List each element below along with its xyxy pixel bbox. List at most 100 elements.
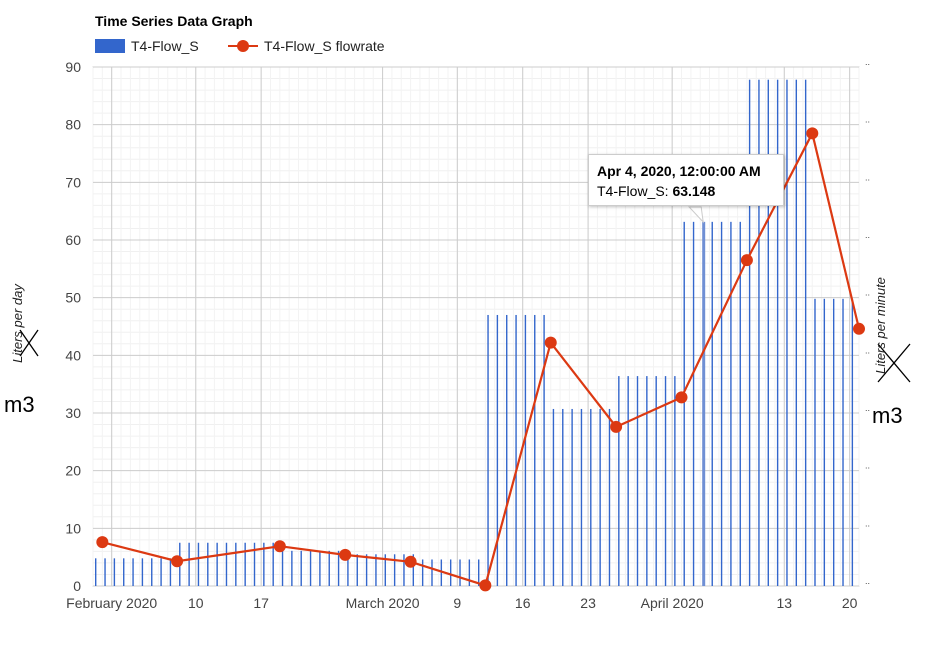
- flowrate-point: [96, 536, 109, 549]
- bar: [655, 376, 657, 586]
- y-tick-label: 90: [65, 59, 81, 75]
- x-tick-label: 13: [776, 595, 792, 611]
- bar: [225, 542, 228, 586]
- bar: [842, 298, 844, 586]
- tooltip-pointer: [688, 206, 704, 224]
- bar: [104, 558, 106, 586]
- bar: [253, 542, 256, 586]
- y-tick-label: 20: [65, 463, 81, 479]
- bar: [403, 554, 405, 586]
- flowrate-point: [853, 322, 865, 335]
- y-axis-unit-right: m3: [872, 403, 903, 428]
- x-tick-label: February 2020: [66, 595, 157, 611]
- bar: [758, 79, 760, 586]
- strike-right: [877, 343, 911, 383]
- y-right-tick-label: ..: [865, 115, 870, 125]
- bar: [235, 542, 237, 586]
- bar: [337, 550, 340, 586]
- chart-title: Time Series Data Graph: [95, 13, 253, 29]
- flowrate-point: [806, 127, 819, 140]
- bar: [272, 542, 274, 586]
- y-tick-label: 30: [65, 405, 81, 421]
- bar: [552, 408, 555, 586]
- bar: [832, 298, 835, 586]
- flowrate-point: [404, 555, 417, 568]
- bar: [188, 542, 190, 586]
- bar: [356, 554, 358, 586]
- x-tick-label: 16: [515, 595, 531, 611]
- bar: [347, 550, 349, 586]
- bar: [169, 558, 172, 586]
- flowrate-line: [102, 130, 861, 587]
- bar: [636, 376, 639, 586]
- bar: [590, 408, 592, 586]
- x-tick-label: 23: [580, 595, 596, 611]
- y-axis-label-left: Liters per day: [9, 284, 25, 363]
- y-tick-label: 40: [65, 347, 81, 363]
- data-tooltip: Apr 4, 2020, 12:00:00 AM T4-Flow_S: 63.1…: [588, 154, 784, 206]
- bar: [319, 550, 321, 586]
- legend-item-line-series[interactable]: T4-Flow_S flowrate: [228, 38, 385, 54]
- bar: [739, 221, 741, 586]
- bar: [440, 559, 443, 586]
- y-tick-label: 10: [65, 520, 81, 536]
- bar: [160, 558, 162, 586]
- legend-line-swatch: [228, 39, 258, 53]
- y-tick-label: 80: [65, 117, 81, 133]
- bar: [291, 550, 293, 586]
- y-right-tick-label: ..: [865, 403, 870, 413]
- bar: [151, 558, 153, 586]
- bar: [421, 559, 424, 586]
- flowrate-point: [610, 420, 623, 433]
- bar: [674, 376, 676, 586]
- bar: [627, 376, 629, 586]
- bar: [216, 542, 218, 586]
- bar: [207, 542, 209, 586]
- bar: [113, 558, 116, 586]
- bar: [571, 408, 573, 586]
- bar: [365, 554, 368, 586]
- bar: [487, 314, 489, 586]
- bar: [281, 542, 284, 586]
- bar: [496, 314, 499, 586]
- bar: [776, 79, 779, 586]
- bar: [524, 314, 527, 586]
- bar: [580, 408, 583, 586]
- y-tick-label: 0: [73, 578, 81, 594]
- bar: [823, 298, 826, 586]
- bar: [515, 314, 517, 586]
- bar: [506, 314, 508, 586]
- bar: [748, 79, 751, 586]
- x-tick-label: 17: [253, 595, 269, 611]
- flowrate-point: [171, 555, 184, 568]
- legend-line-label: T4-Flow_S flowrate: [264, 38, 385, 54]
- bar: [197, 542, 200, 586]
- bar: [375, 554, 377, 586]
- legend-item-bar-series[interactable]: T4-Flow_S: [95, 38, 199, 54]
- bar: [618, 376, 620, 586]
- bar: [767, 79, 769, 586]
- tooltip-series-name: T4-Flow_S:: [597, 183, 669, 199]
- bar: [309, 550, 312, 586]
- bar: [412, 554, 415, 586]
- x-tick-label: 10: [188, 595, 204, 611]
- bar: [851, 298, 854, 586]
- strike-left: [19, 329, 39, 357]
- x-tick-label: March 2020: [346, 595, 420, 611]
- bar: [599, 408, 601, 586]
- bar: [608, 408, 611, 586]
- y-right-tick-label: ..: [865, 461, 870, 471]
- bar: [95, 558, 97, 586]
- bar: [384, 554, 386, 586]
- tooltip-value: 63.148: [672, 183, 716, 199]
- x-tick-label: 20: [842, 595, 858, 611]
- bar: [702, 221, 706, 586]
- y-tick-label: 50: [65, 290, 81, 306]
- y-right-tick-label: ..: [865, 57, 870, 67]
- y-right-tick-label: ..: [865, 172, 870, 182]
- bar: [263, 542, 265, 586]
- bar: [431, 559, 433, 586]
- flowrate-point: [675, 391, 688, 404]
- bar: [123, 558, 125, 586]
